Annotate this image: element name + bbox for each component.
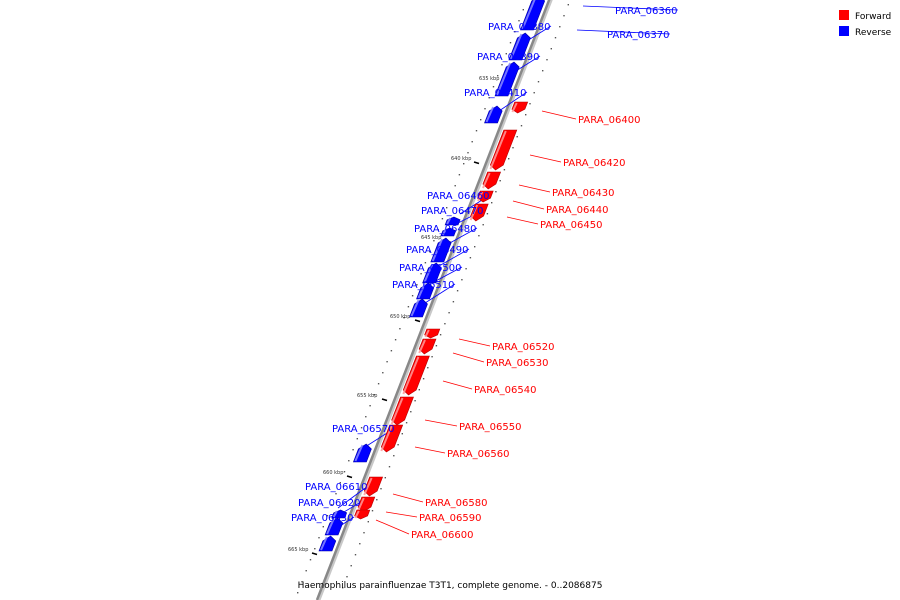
gene-label[interactable]: PARA_06360	[615, 6, 677, 17]
gene-label[interactable]: PARA_06630	[291, 513, 353, 524]
gene-label[interactable]: PARA_06450	[540, 220, 602, 231]
gene-label[interactable]: PARA_06470	[421, 206, 483, 217]
legend-reverse-swatch	[839, 26, 849, 36]
kbp-mark-label: 655 kbp	[357, 393, 377, 399]
gene-leader	[458, 338, 491, 347]
legend-reverse-label: Reverse	[855, 28, 892, 38]
gene-leader	[541, 110, 577, 120]
gene-feature[interactable]	[324, 517, 344, 536]
gene-leader	[385, 511, 418, 518]
gene-label[interactable]: PARA_06600	[411, 530, 473, 541]
gene-leader	[438, 248, 470, 267]
gene-label[interactable]: PARA_06570	[332, 424, 394, 435]
gene-leader	[414, 446, 446, 454]
kbp-mark-label: 645 kbp	[421, 235, 441, 241]
kbp-mark-tick	[381, 398, 388, 402]
gene-leader	[375, 519, 410, 535]
kbp-mark-tick	[311, 552, 318, 556]
gene-leader	[582, 5, 679, 11]
legend: Forward Reverse	[839, 10, 892, 38]
gene-feature[interactable]	[390, 396, 414, 426]
kbp-mark-label: 640 kbp	[451, 156, 471, 162]
kbp-mark-label: 635 kbp	[479, 76, 499, 82]
kbp-mark-tick	[473, 161, 480, 165]
kbp-mark-tick	[414, 319, 421, 323]
gene-leader	[576, 29, 671, 35]
gene-label[interactable]: PARA_06530	[486, 358, 548, 369]
gene-feature[interactable]	[520, 0, 546, 31]
gene-leader	[392, 493, 424, 503]
gene-label[interactable]: PARA_06510	[392, 280, 454, 291]
gene-feature[interactable]	[422, 262, 442, 284]
gene-label[interactable]: PARA_06620	[298, 498, 360, 509]
gene-label[interactable]: PARA_06610	[305, 482, 367, 493]
gene-label[interactable]: PARA_06550	[459, 422, 521, 433]
gene-feature[interactable]	[418, 338, 437, 355]
gene-feature[interactable]	[363, 476, 384, 497]
gene-feature[interactable]	[352, 443, 372, 463]
gene-label[interactable]: PARA_06400	[578, 115, 640, 126]
legend-forward-label: Forward	[855, 12, 891, 22]
gene-label[interactable]: PARA_06420	[563, 158, 625, 169]
gene-feature[interactable]	[402, 355, 430, 396]
gene-leader	[424, 283, 456, 304]
gene-leader	[431, 266, 463, 284]
gene-label[interactable]: PARA_06540	[474, 385, 536, 396]
gene-track	[318, 0, 546, 552]
gene-feature[interactable]	[477, 190, 494, 203]
gene-label[interactable]: PARA_06520	[492, 342, 554, 353]
gene-leader	[498, 91, 528, 112]
kbp-mark-tick	[346, 475, 353, 479]
gene-label[interactable]: PARA_06390	[477, 52, 539, 63]
gene-feature[interactable]	[424, 328, 441, 339]
gene-feature[interactable]	[444, 216, 461, 226]
gene-feature[interactable]	[489, 129, 518, 171]
kbp-mark-label: 650 kbp	[390, 314, 410, 320]
gene-label[interactable]: PARA_06500	[399, 263, 461, 274]
gene-leader	[447, 227, 478, 245]
gene-leader	[452, 352, 485, 363]
gene-feature[interactable]	[331, 509, 348, 519]
gene-feature[interactable]	[380, 424, 404, 453]
gene-label[interactable]: PARA_06460	[427, 191, 489, 202]
gene-leader	[506, 216, 539, 225]
gene-leader	[424, 419, 458, 427]
gene-label[interactable]: PARA_06590	[419, 513, 481, 524]
gene-feature[interactable]	[484, 105, 503, 124]
gene-leader	[442, 380, 473, 390]
gene-label[interactable]: PARA_06440	[546, 205, 608, 216]
gene-feature[interactable]	[482, 171, 502, 190]
gene-feature[interactable]	[357, 496, 376, 513]
gene-feature[interactable]	[416, 282, 435, 300]
gene-leader	[529, 154, 562, 163]
kbp-mark-label: 665 kbp	[288, 547, 308, 553]
gene-feature[interactable]	[511, 101, 529, 114]
genome-caption: Haemophilus parainfluenzae T3T1, complet…	[298, 581, 603, 591]
gene-labels: PARA_06360 PARA_06370 PARA_06380 PARA_06390…	[291, 6, 677, 541]
kbp-mark-label: 660 kbp	[323, 470, 343, 476]
gene-feature[interactable]	[318, 535, 337, 552]
gene-label[interactable]: PARA_06480	[414, 224, 476, 235]
gene-feature[interactable]	[430, 237, 452, 263]
gene-feature[interactable]	[440, 227, 457, 237]
gene-leader	[518, 184, 551, 193]
gene-label[interactable]: PARA_06490	[406, 245, 468, 256]
gene-label[interactable]: PARA_06370	[607, 30, 669, 41]
gene-label[interactable]: PARA_06560	[447, 449, 509, 460]
gene-label[interactable]: PARA_06580	[425, 498, 487, 509]
gene-label[interactable]: PARA_06380	[488, 22, 550, 33]
gene-feature[interactable]	[469, 203, 489, 222]
gene-label[interactable]: PARA_06410	[464, 88, 526, 99]
gene-feature[interactable]	[508, 32, 531, 61]
gene-label[interactable]: PARA_06430	[552, 188, 614, 199]
gene-leader	[337, 485, 369, 509]
tick-marks	[297, 4, 569, 594]
gene-leader	[512, 200, 545, 210]
legend-forward-swatch	[839, 10, 849, 20]
gene-feature[interactable]	[409, 298, 428, 318]
gene-feature[interactable]	[494, 61, 520, 97]
gene-feature[interactable]	[354, 509, 371, 520]
